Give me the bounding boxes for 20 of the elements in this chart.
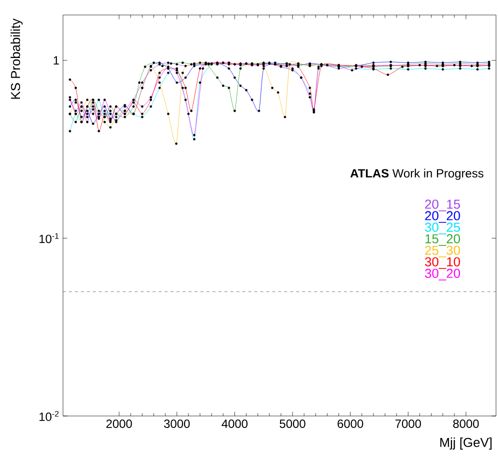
x-tick-label: 6000 (338, 420, 364, 428)
text: 20_15 (425, 200, 460, 212)
text: 30_20 (425, 268, 460, 280)
x-tick-label: 7000 (395, 420, 421, 428)
y-tick-label: 1 (54, 56, 59, 64)
text: 30_10 (425, 257, 460, 269)
y-tick-label: 10$^{-1}$ (40, 233, 59, 244)
text: 30_25 (425, 222, 460, 234)
text: 25_30 (425, 246, 460, 258)
annotation: ATLAS Work in Progress (350, 168, 484, 180)
y-tick-label: 10$^{-2}$ (40, 410, 59, 421)
text: 20_20 (425, 211, 460, 223)
x-tick-label: 4000 (222, 420, 248, 428)
x-tick-label: 5000 (280, 420, 306, 428)
y-axis-title: KS Probability (10, 18, 23, 99)
text: 15_20 (425, 234, 460, 246)
x-axis-title: Mjj [GeV] (440, 438, 492, 450)
x-tick-label: 3000 (164, 420, 190, 428)
x-tick-label: 8000 (453, 420, 479, 428)
x-tick-label: 2000 (106, 420, 132, 428)
